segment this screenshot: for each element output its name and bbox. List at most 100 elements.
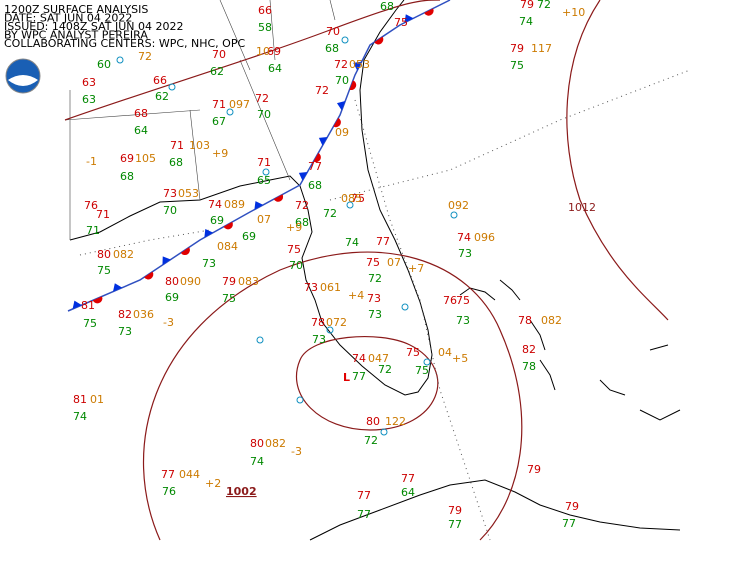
temp-label: 81 xyxy=(73,393,87,406)
dew-label: 70 xyxy=(289,259,303,272)
temp-label: 80 xyxy=(165,275,179,288)
cold-triangle xyxy=(353,61,362,71)
dew-label: 78 xyxy=(522,360,536,373)
low-center: L xyxy=(343,371,350,384)
dew-label: 72 xyxy=(364,434,378,447)
cold-triangle xyxy=(298,171,308,181)
dew-label: 70 xyxy=(335,74,349,87)
station-circle xyxy=(262,168,270,176)
temp-label: 76 xyxy=(84,199,98,212)
pressure-label: 047 xyxy=(368,352,389,365)
stationary-front xyxy=(67,0,451,312)
temp-label: 72 xyxy=(255,92,269,105)
warm-semicircle xyxy=(333,117,341,128)
cold-triangle xyxy=(162,256,171,266)
warm-semicircle xyxy=(374,36,384,45)
temp-label: 77 xyxy=(357,489,371,502)
temp-label: 72 xyxy=(334,58,348,71)
isobar xyxy=(295,336,439,431)
warm-semicircle xyxy=(313,152,321,163)
dew-label: 70 xyxy=(163,204,177,217)
pressure-label: +2 xyxy=(205,477,221,490)
pressure-label: 103 xyxy=(189,139,210,152)
temp-label: 66 xyxy=(258,4,272,17)
dew-label: 73 xyxy=(456,314,470,327)
temp-label: 78 xyxy=(311,316,325,329)
cold-triangle xyxy=(404,14,414,23)
cold-triangle xyxy=(254,201,264,210)
dew-label: 70 xyxy=(257,108,271,121)
isobar-label: 1002 xyxy=(226,485,257,498)
cold-triangle xyxy=(318,136,328,146)
temp-label: 74 xyxy=(457,231,471,244)
pressure-label: +7 xyxy=(408,262,424,275)
temp-label: 63 xyxy=(82,76,96,89)
temp-label: 70 xyxy=(212,48,226,61)
temp-label: 77 xyxy=(376,235,390,248)
warm-semicircle xyxy=(180,247,190,256)
temp-label: 75 xyxy=(456,294,470,307)
dew-label: 63 xyxy=(82,93,96,106)
pressure-label: 04 xyxy=(438,346,452,359)
pressure-label: +5 xyxy=(452,352,468,365)
temp-label: 71 xyxy=(257,156,271,169)
dew-label: 75 xyxy=(97,264,111,277)
temp-label: 75 xyxy=(287,243,301,256)
dew-label: 76 xyxy=(162,485,176,498)
dew-label: 73 xyxy=(458,247,472,260)
dew-label: 58 xyxy=(258,21,272,34)
isobar xyxy=(64,0,441,121)
temp-label: 71 xyxy=(96,208,110,221)
temp-label: 79 xyxy=(448,504,462,517)
dew-label: 60 xyxy=(97,58,111,71)
pressure-label: -3 xyxy=(163,316,174,329)
cold-triangle xyxy=(72,300,82,310)
temp-label: 79 xyxy=(520,0,534,11)
pressure-label: 07 xyxy=(387,256,401,269)
dew-label: 69 xyxy=(165,291,179,304)
dew-label: 71 xyxy=(86,224,100,237)
warm-semicircle xyxy=(92,296,103,304)
dew-label: 72 xyxy=(378,363,392,376)
dew-label: 75 xyxy=(83,317,97,330)
cold-triangle xyxy=(204,229,214,238)
dew-label: 74 xyxy=(519,15,533,28)
station-circle xyxy=(401,303,409,311)
temp-label: 73 xyxy=(304,281,318,294)
temp-label: 79 xyxy=(510,42,524,55)
pressure-label: 092 xyxy=(448,199,469,212)
pressure-label: 105 xyxy=(135,152,156,165)
station-circle xyxy=(168,83,176,91)
station-circle xyxy=(450,211,458,219)
pressure-label: -3 xyxy=(291,445,302,458)
temp-label: 77 xyxy=(161,468,175,481)
dew-label: 73 xyxy=(368,308,382,321)
pressure-label: 72 xyxy=(138,50,152,63)
temp-label: 80 xyxy=(250,437,264,450)
cold-triangle xyxy=(336,100,346,111)
pressure-label: 044 xyxy=(179,468,200,481)
temp-label: 69 xyxy=(267,45,281,58)
dew-label: 77 xyxy=(352,370,366,383)
temp-label: 77 xyxy=(308,160,322,173)
dew-label: 68 xyxy=(308,179,322,192)
header-line: COLLABORATING CENTERS: WPC, NHC, OPC xyxy=(4,37,245,50)
station-circle xyxy=(326,326,334,334)
dew-label: 74 xyxy=(73,410,87,423)
station-circle xyxy=(423,358,431,366)
temp-label: 75 xyxy=(394,16,408,29)
pressure-label: 085 xyxy=(341,192,362,205)
dew-label: 72 xyxy=(537,0,551,11)
dew-label: 64 xyxy=(401,486,415,499)
station-circle xyxy=(296,396,304,404)
header-line: ISSUED: 1408Z SAT JUN 04 2022 xyxy=(4,20,184,33)
temp-label: 71 xyxy=(212,98,226,111)
pressure-label: 07 xyxy=(257,213,271,226)
dew-label: 65 xyxy=(257,174,271,187)
isobar xyxy=(566,0,669,321)
dew-label: 68 xyxy=(380,0,394,13)
dew-label: 73 xyxy=(202,257,216,270)
dew-label: 68 xyxy=(169,156,183,169)
